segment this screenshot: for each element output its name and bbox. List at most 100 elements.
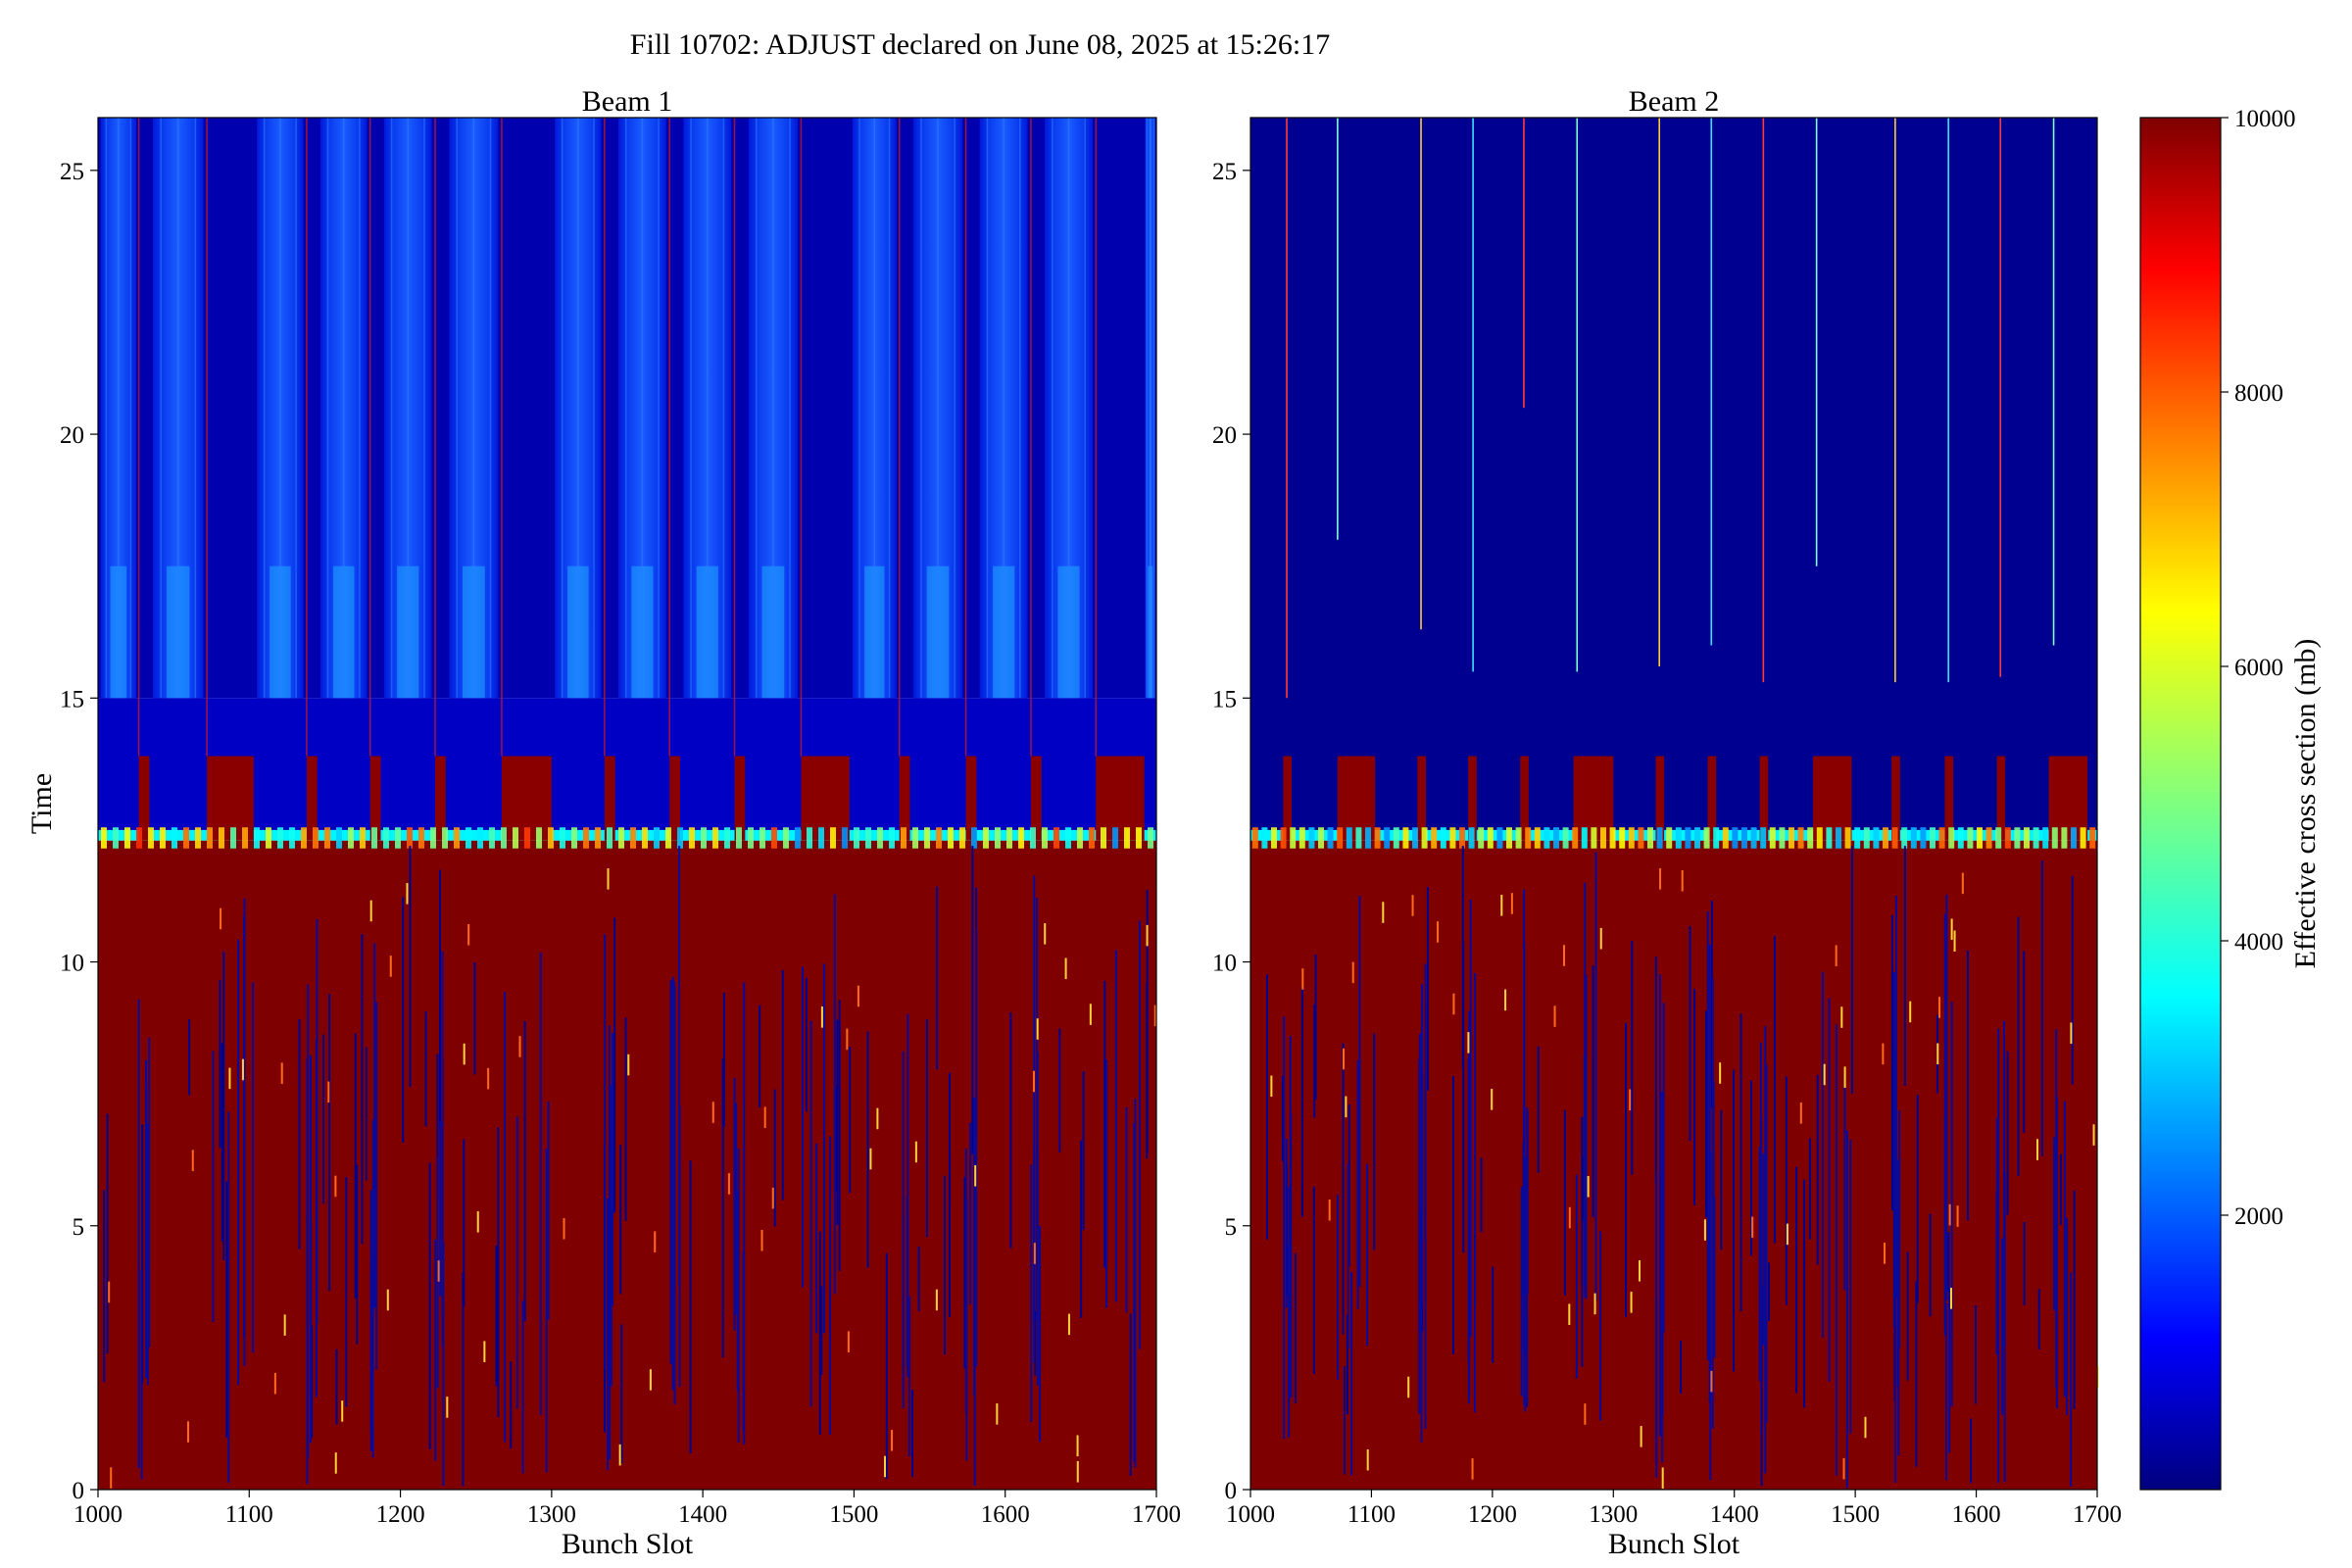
transition-texture [1779,827,1786,849]
x-tick-label: 1200 [1468,1501,1517,1528]
transition-texture [830,827,836,849]
transition-texture [865,827,871,849]
noise-fleck [1938,997,1941,1018]
bunch-train-block [965,756,977,841]
noise-fleck [1593,1293,1596,1315]
x-tick-label: 1100 [225,1501,273,1528]
noise-fleck [1584,1403,1587,1425]
noise-fleck [1950,1288,1953,1309]
transition-texture [1854,827,1861,849]
noise-fleck [228,1067,231,1090]
transition-texture [1374,827,1381,849]
transition-texture [183,827,189,849]
transition-texture [924,827,930,849]
transition-texture [1619,827,1626,849]
transition-texture [442,827,448,849]
transition-texture [124,827,130,849]
noise-fleck [1948,1203,1951,1226]
transition-texture [1355,827,1362,849]
colorbar-gradient [2139,117,2222,1491]
noise-fleck [627,1054,630,1076]
x-tick-label: 1100 [1348,1501,1396,1528]
x-tick-label: 1500 [829,1501,878,1528]
noise-fleck [1936,1043,1939,1065]
transition-texture [1977,827,1983,849]
transition-texture [1769,827,1776,849]
transition-texture [513,827,518,849]
x-axis-label: Bunch Slot [562,1528,694,1560]
transition-texture [1967,827,1974,849]
transition-texture [1468,827,1475,849]
y-tick-label: 5 [1225,1214,1238,1241]
noise-fleck [108,1281,111,1303]
transition-texture [1647,827,1653,849]
transition-texture [983,827,989,849]
transition-texture [1910,827,1917,849]
transition-texture [1694,827,1700,849]
transition-texture [1628,827,1635,849]
transition-texture [1703,827,1710,849]
noise-fleck [1640,1426,1642,1447]
noise-fleck [649,1369,652,1391]
noise-fleck [1950,918,1953,940]
transition-texture [1280,827,1287,849]
heatmap-band [1250,840,2097,1490]
noise-fleck [1961,872,1964,895]
noise-fleck [996,1403,999,1425]
transition-texture [560,827,565,849]
transition-texture [230,827,236,849]
y-tick-label: 5 [73,1214,85,1241]
bunch-train-block [1759,756,1769,841]
noise-fleck [1301,968,1304,990]
y-tick-label: 25 [60,159,84,185]
x-tick-label: 1300 [1589,1501,1638,1528]
y-tick-label: 15 [60,686,84,712]
noise-fleck [1909,1001,1912,1023]
transition-texture [1515,827,1522,849]
noise-fleck [2092,1124,2095,1146]
noise-fleck [1500,895,1503,916]
y-tick-label: 10 [1212,951,1237,977]
transition-texture [407,827,413,849]
transition-texture [1124,827,1130,849]
noise-fleck [273,1372,276,1395]
transition-texture [630,827,636,849]
noise-fleck [1382,902,1385,923]
plot-frame [97,117,1157,1491]
transition-texture [418,827,424,849]
noise-fleck [1146,924,1149,947]
transition-texture [242,827,248,849]
y-tick-label: 20 [60,422,84,449]
transition-texture [1318,827,1324,849]
transition-texture [795,827,801,849]
colorbar: 2000 4000 6000 8000 10000 Effective cross se… [2139,106,2322,1491]
noise-fleck [914,1141,917,1163]
y-tick-label: 25 [1212,159,1237,185]
transition-texture [1826,827,1833,849]
transition-texture [536,827,542,849]
noise-fleck [1452,993,1455,1015]
noise-fleck [1843,1066,1846,1088]
noise-fleck [446,1396,449,1418]
noise-fleck [727,1173,730,1195]
noise-fleck [241,1058,244,1081]
noise-fleck [1681,869,1684,892]
noise-fleck [1036,1018,1039,1040]
noise-fleck [1411,895,1414,916]
transition-texture [277,827,283,849]
transition-texture [1478,827,1485,849]
transition-texture [689,827,695,849]
transition-texture [618,827,624,849]
transition-texture [1365,827,1371,849]
transition-texture [360,827,366,849]
transition-texture [1440,827,1446,849]
transition-texture [912,827,918,849]
transition-texture [1609,827,1616,849]
y-tick-label: 15 [1212,686,1237,712]
transition-texture [219,827,224,849]
transition-texture [383,827,389,849]
transition-texture [724,827,730,849]
bunch-train-block [1707,756,1717,841]
bunch-train-block [501,756,552,841]
noise-fleck [280,1062,283,1084]
